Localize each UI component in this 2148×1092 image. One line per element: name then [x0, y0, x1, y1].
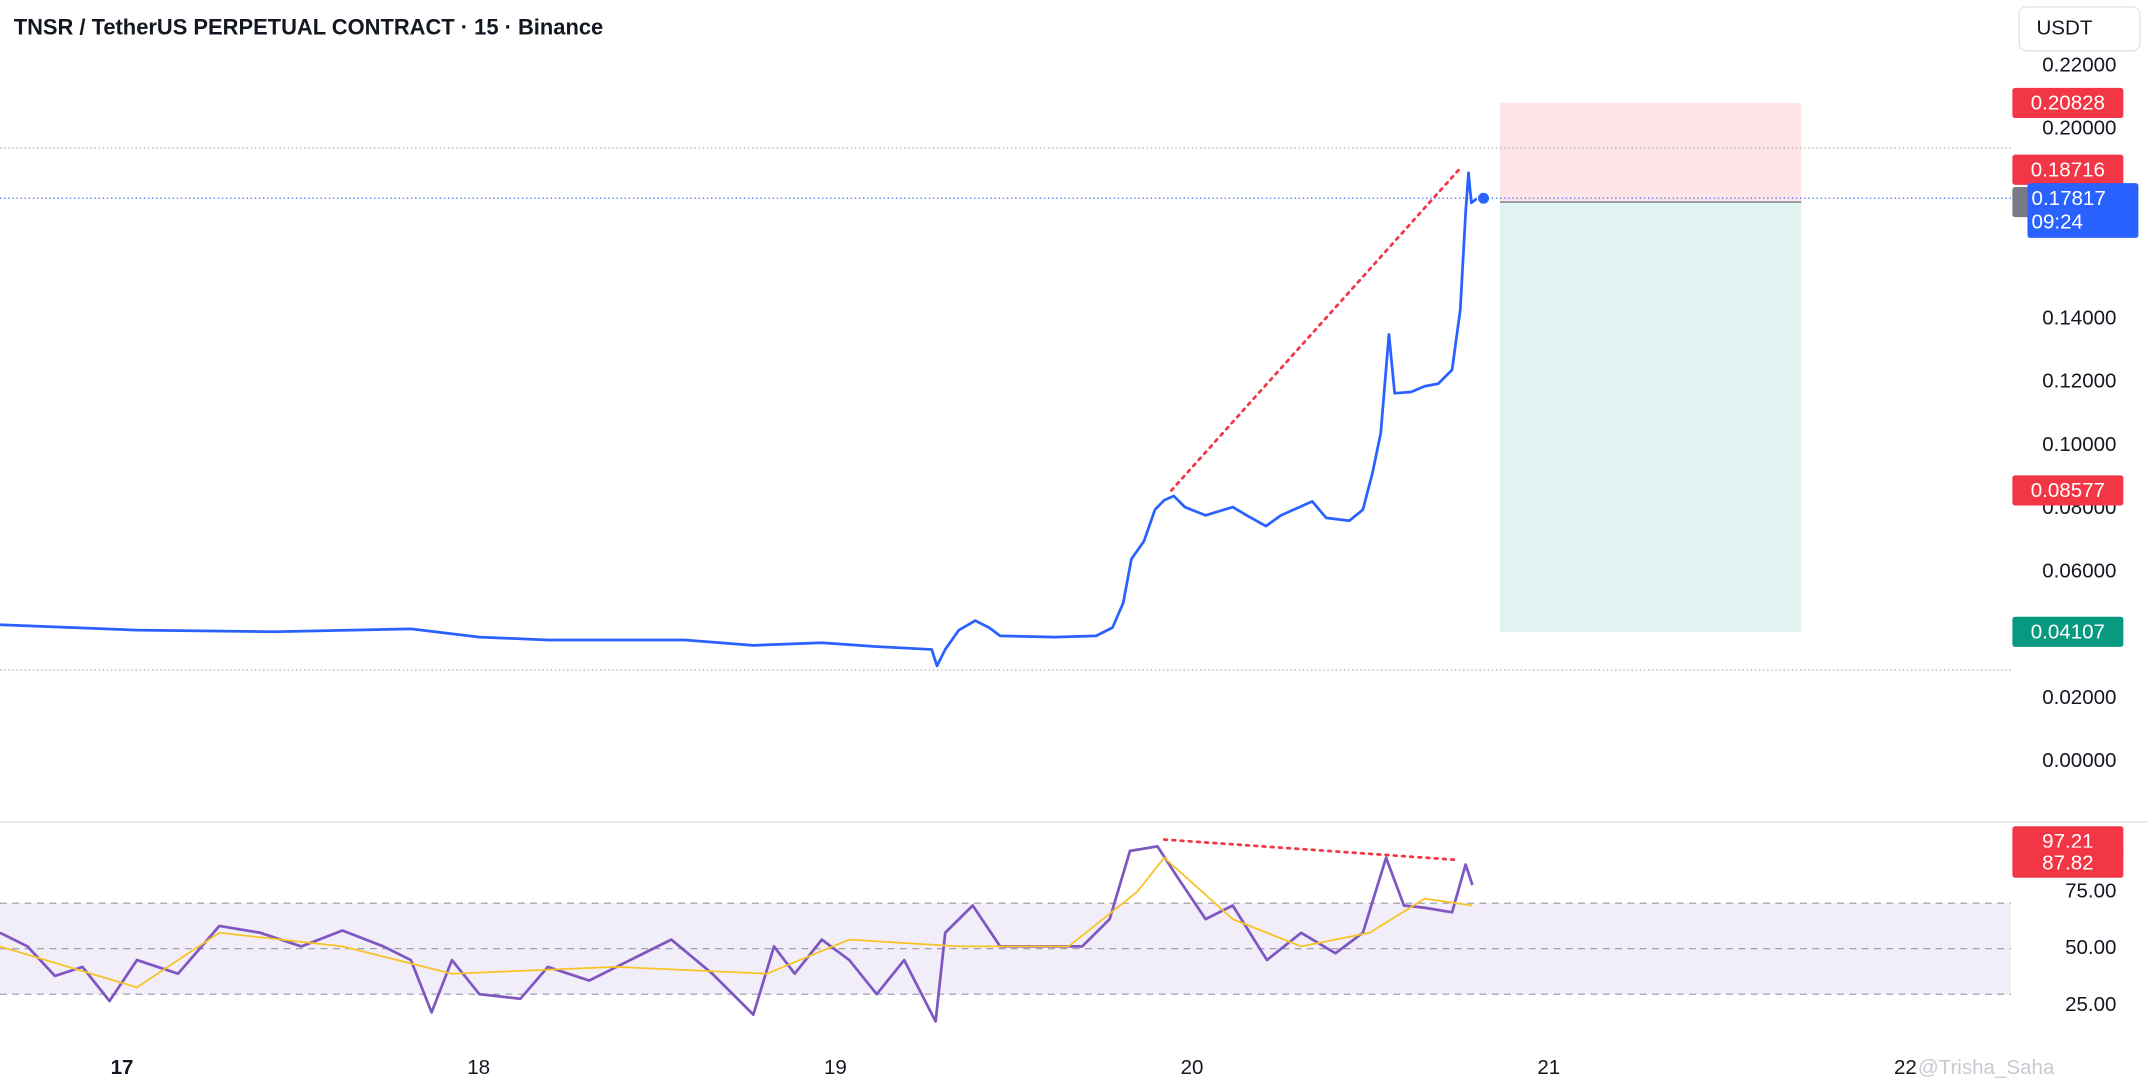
price-badge-label: 0.20828 [2031, 92, 2105, 115]
trend-line [1169, 168, 1461, 492]
price-badge-label: 0.18716 [2031, 159, 2105, 182]
x-tick-label: 19 [824, 1056, 847, 1079]
y-tick-label: 0.10000 [2042, 433, 2116, 456]
x-tick-label: 22 [1894, 1056, 1917, 1079]
y-tick-label: 25.00 [2065, 993, 2116, 1016]
y-tick-label: 75.00 [2065, 879, 2116, 902]
last-price-dot [1478, 192, 1490, 204]
price-badge [2012, 847, 2124, 878]
price-badge-label: 0.08577 [2031, 479, 2105, 502]
x-tick-label: 18 [467, 1056, 490, 1079]
y-tick-label: 0.12000 [2042, 370, 2116, 393]
price-badge [2012, 616, 2124, 647]
price-badge [2012, 154, 2124, 185]
last-price-label: 0.17817 [2032, 187, 2106, 210]
x-tick-label: 21 [1537, 1056, 1560, 1079]
series-line [0, 171, 1478, 668]
y-tick-label: 0.00000 [2042, 749, 2116, 772]
y-tick-label: 0.14000 [2042, 306, 2116, 329]
y-tick-label: 0.22000 [2042, 53, 2116, 76]
chart-title: TNSR / TetherUS PERPETUAL CONTRACT · 15 … [14, 15, 604, 40]
price-badge-label: 0.04107 [2031, 621, 2105, 644]
target-zone [1499, 202, 1802, 632]
currency-label[interactable]: USDT [2036, 16, 2092, 39]
y-tick-label: 50.00 [2065, 936, 2116, 959]
y-tick-label: 0.06000 [2042, 559, 2116, 582]
last-price-badge [2027, 183, 2139, 238]
x-tick-label: 20 [1181, 1056, 1204, 1079]
x-tick-label: 17 [111, 1056, 134, 1079]
y-tick-label: 0.02000 [2042, 686, 2116, 709]
countdown-label: 09:24 [2032, 210, 2083, 233]
price-badge-label: 87.82 [2042, 851, 2093, 874]
price-badge [2012, 475, 2124, 506]
stop-zone [1499, 102, 1802, 203]
trend-line [1162, 838, 1461, 862]
watermark: @Trisha_Saha [1918, 1056, 2055, 1079]
y-tick-label: 0.20000 [2042, 117, 2116, 140]
series-line [0, 856, 1473, 989]
price-badge-label: 97.21 [2042, 830, 2093, 853]
currency-button[interactable] [2018, 6, 2141, 52]
price-badge [2012, 87, 2124, 119]
